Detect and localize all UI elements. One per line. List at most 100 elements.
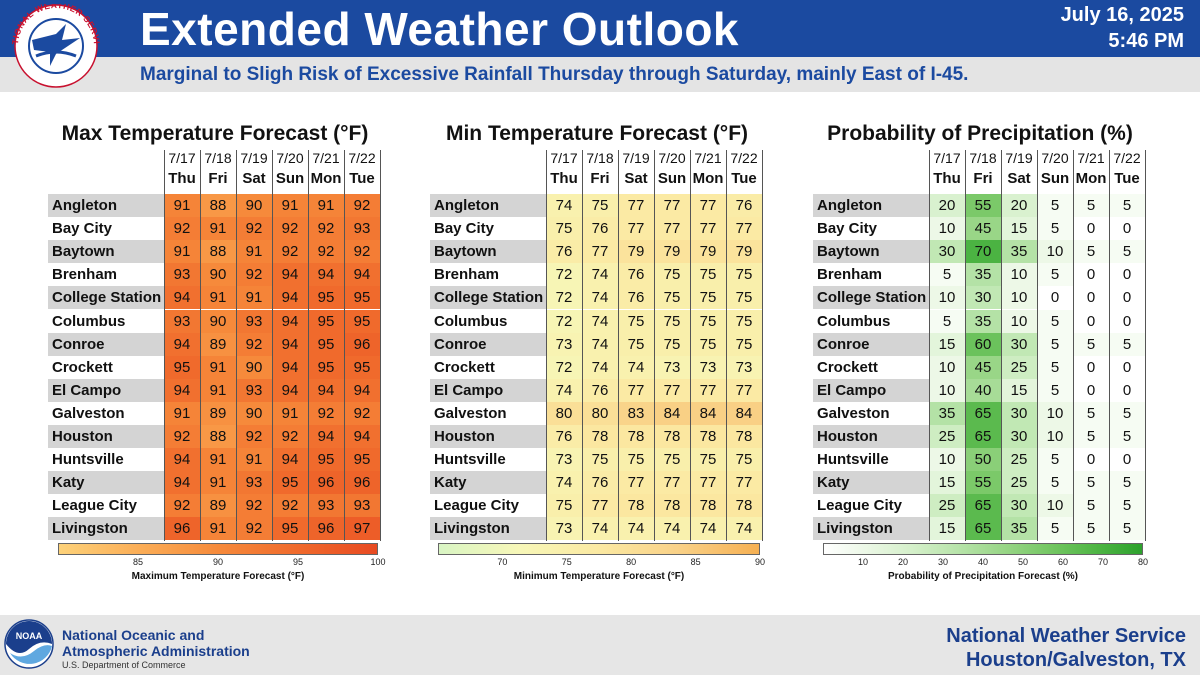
value-cell: 92 bbox=[164, 217, 200, 241]
city-name: Baytown bbox=[813, 240, 929, 264]
value-cell: 89 bbox=[200, 332, 236, 356]
city-name: Katy bbox=[48, 471, 164, 495]
column-divider bbox=[308, 150, 309, 541]
value-cell: 91 bbox=[164, 401, 200, 425]
value-cell: 74 bbox=[618, 517, 654, 541]
city-name: Crockett bbox=[430, 355, 546, 379]
column-date: 7/21 bbox=[312, 150, 340, 166]
value-cell: 77 bbox=[726, 378, 762, 402]
column-date: 7/21 bbox=[694, 150, 722, 166]
value-cell: 77 bbox=[618, 378, 654, 402]
value-cell: 75 bbox=[690, 332, 726, 356]
value-cell: 0 bbox=[1073, 309, 1109, 333]
value-cell: 89 bbox=[200, 401, 236, 425]
value-cell: 75 bbox=[546, 494, 582, 518]
value-cell: 92 bbox=[236, 425, 272, 449]
column-date: 7/18 bbox=[586, 150, 614, 166]
value-cell: 5 bbox=[1109, 425, 1145, 449]
value-cell: 35 bbox=[1001, 240, 1037, 264]
value-cell: 95 bbox=[272, 471, 308, 495]
column-date: 7/19 bbox=[240, 150, 268, 166]
value-cell: 94 bbox=[164, 286, 200, 310]
value-cell: 88 bbox=[200, 194, 236, 218]
value-cell: 73 bbox=[654, 355, 690, 379]
city-name: Brenham bbox=[813, 263, 929, 287]
value-cell: 77 bbox=[618, 217, 654, 241]
value-cell: 25 bbox=[1001, 448, 1037, 472]
value-cell: 91 bbox=[272, 194, 308, 218]
column-day: Sat bbox=[624, 170, 648, 187]
column-day: Sun bbox=[275, 170, 305, 187]
value-cell: 75 bbox=[654, 263, 690, 287]
value-cell: 0 bbox=[1109, 217, 1145, 241]
city-name: Angleton bbox=[430, 194, 546, 218]
value-cell: 94 bbox=[272, 332, 308, 356]
value-cell: 77 bbox=[654, 378, 690, 402]
city-name: Huntsville bbox=[430, 448, 546, 472]
value-cell: 73 bbox=[690, 355, 726, 379]
city-name: Katy bbox=[813, 471, 929, 495]
value-cell: 25 bbox=[929, 425, 965, 449]
column-date: 7/18 bbox=[204, 150, 232, 166]
legend-tick-label: 80 bbox=[626, 557, 637, 567]
legend-tick-label: 40 bbox=[977, 557, 989, 567]
value-cell: 91 bbox=[200, 517, 236, 541]
legend-tick-label: 50 bbox=[1017, 557, 1029, 567]
city-name: Conroe bbox=[813, 332, 929, 356]
value-cell: 75 bbox=[726, 286, 762, 310]
value-cell: 92 bbox=[308, 240, 344, 264]
value-cell: 0 bbox=[1073, 263, 1109, 287]
value-cell: 73 bbox=[546, 517, 582, 541]
column-day: Fri bbox=[590, 170, 610, 187]
value-cell: 78 bbox=[654, 425, 690, 449]
header-banner bbox=[0, 0, 1200, 57]
column-date: 7/22 bbox=[1113, 150, 1141, 166]
value-cell: 74 bbox=[690, 517, 726, 541]
value-cell: 25 bbox=[1001, 355, 1037, 379]
department-name: U.S. Department of Commerce bbox=[62, 660, 186, 670]
legend-title: Minimum Temperature Forecast (°F) bbox=[513, 571, 685, 582]
value-cell: 30 bbox=[1001, 425, 1037, 449]
value-cell: 10 bbox=[929, 448, 965, 472]
value-cell: 75 bbox=[726, 332, 762, 356]
value-cell: 75 bbox=[690, 448, 726, 472]
value-cell: 76 bbox=[582, 471, 618, 495]
legend-tick-label: 75 bbox=[561, 557, 572, 567]
value-cell: 0 bbox=[1073, 286, 1109, 310]
legend-tick-label: 60 bbox=[1057, 557, 1069, 567]
value-cell: 10 bbox=[1001, 263, 1037, 287]
value-cell: 75 bbox=[690, 286, 726, 310]
city-name: Livingston bbox=[813, 517, 929, 541]
value-cell: 91 bbox=[200, 378, 236, 402]
value-cell: 84 bbox=[726, 401, 762, 425]
column-day: Thu bbox=[168, 170, 196, 187]
value-cell: 92 bbox=[236, 332, 272, 356]
value-cell: 76 bbox=[582, 378, 618, 402]
value-cell: 20 bbox=[929, 194, 965, 218]
value-cell: 5 bbox=[1037, 217, 1073, 241]
city-name: Huntsville bbox=[48, 448, 164, 472]
value-cell: 93 bbox=[164, 263, 200, 287]
value-cell: 15 bbox=[1001, 378, 1037, 402]
value-cell: 5 bbox=[1037, 309, 1073, 333]
value-cell: 91 bbox=[200, 286, 236, 310]
legend-tick-label: 70 bbox=[1097, 557, 1109, 567]
city-name: Baytown bbox=[430, 240, 546, 264]
value-cell: 92 bbox=[272, 240, 308, 264]
value-cell: 78 bbox=[726, 494, 762, 518]
value-cell: 91 bbox=[164, 240, 200, 264]
city-name: College Station bbox=[813, 286, 929, 310]
value-cell: 5 bbox=[1109, 332, 1145, 356]
column-day: Thu bbox=[550, 170, 578, 187]
value-cell: 15 bbox=[1001, 217, 1037, 241]
value-cell: 77 bbox=[654, 194, 690, 218]
value-cell: 15 bbox=[929, 471, 965, 495]
value-cell: 78 bbox=[690, 494, 726, 518]
value-cell: 25 bbox=[1001, 471, 1037, 495]
value-cell: 92 bbox=[236, 494, 272, 518]
value-cell: 94 bbox=[308, 263, 344, 287]
column-day: Mon bbox=[310, 170, 342, 187]
value-cell: 92 bbox=[308, 217, 344, 241]
legend-tick-label: 30 bbox=[937, 557, 949, 567]
value-cell: 5 bbox=[929, 309, 965, 333]
